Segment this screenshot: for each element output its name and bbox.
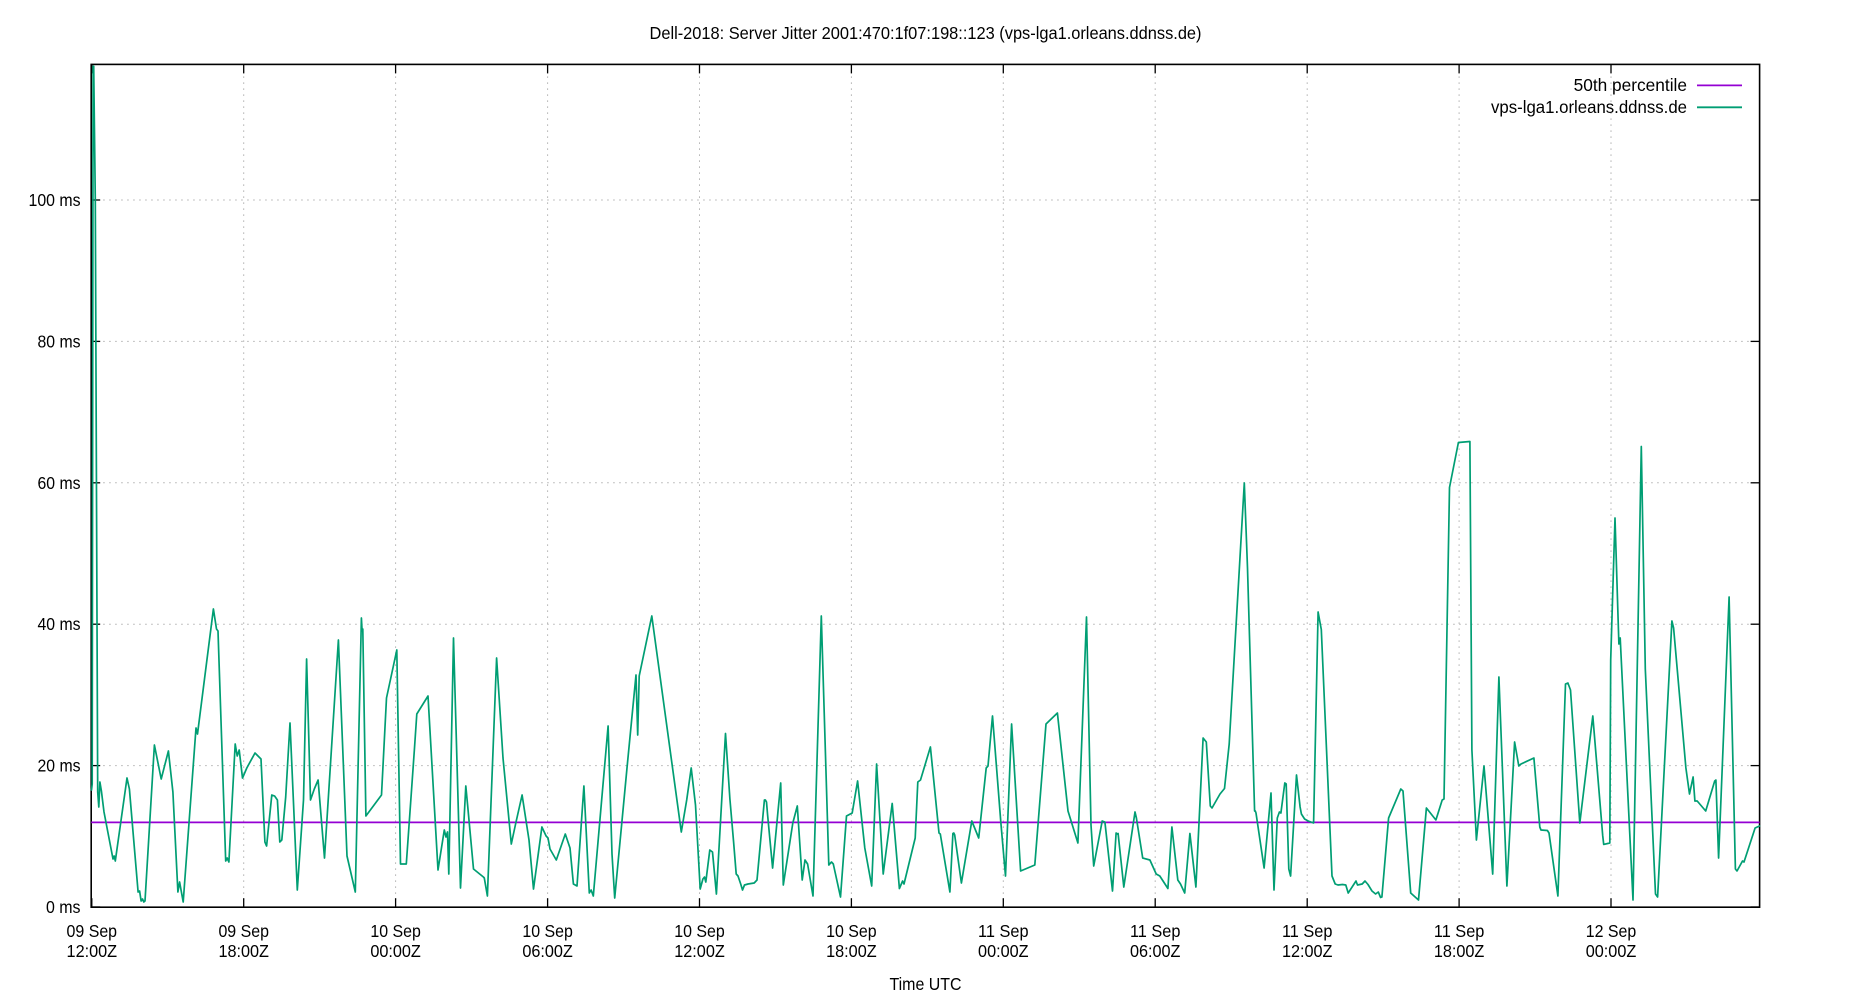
svg-text:18:00Z: 18:00Z xyxy=(826,941,877,961)
svg-text:10 Sep: 10 Sep xyxy=(826,921,877,941)
svg-text:18:00Z: 18:00Z xyxy=(218,941,269,961)
svg-text:10 Sep: 10 Sep xyxy=(522,921,573,941)
svg-text:10 Sep: 10 Sep xyxy=(370,921,421,941)
svg-text:Time UTC: Time UTC xyxy=(890,974,962,994)
svg-text:00:00Z: 00:00Z xyxy=(978,941,1029,961)
svg-text:60 ms: 60 ms xyxy=(38,473,81,493)
svg-text:100 ms: 100 ms xyxy=(29,190,81,210)
svg-text:12 Sep: 12 Sep xyxy=(1586,921,1637,941)
svg-text:0 ms: 0 ms xyxy=(46,897,81,917)
svg-text:11 Sep: 11 Sep xyxy=(978,921,1029,941)
svg-text:11 Sep: 11 Sep xyxy=(1434,921,1485,941)
svg-text:11 Sep: 11 Sep xyxy=(1282,921,1333,941)
svg-text:12:00Z: 12:00Z xyxy=(67,941,118,961)
svg-text:40 ms: 40 ms xyxy=(38,614,81,634)
svg-text:09 Sep: 09 Sep xyxy=(218,921,269,941)
svg-text:12:00Z: 12:00Z xyxy=(674,941,725,961)
svg-text:80 ms: 80 ms xyxy=(38,331,81,351)
svg-text:06:00Z: 06:00Z xyxy=(1130,941,1181,961)
svg-text:11 Sep: 11 Sep xyxy=(1130,921,1181,941)
svg-text:10 Sep: 10 Sep xyxy=(674,921,725,941)
svg-text:20 ms: 20 ms xyxy=(38,756,81,776)
svg-text:00:00Z: 00:00Z xyxy=(370,941,421,961)
svg-text:18:00Z: 18:00Z xyxy=(1434,941,1485,961)
svg-text:09 Sep: 09 Sep xyxy=(67,921,118,941)
svg-text:12:00Z: 12:00Z xyxy=(1282,941,1333,961)
svg-text:vps-lga1.orleans.ddnss.de: vps-lga1.orleans.ddnss.de xyxy=(1491,97,1687,117)
svg-text:06:00Z: 06:00Z xyxy=(522,941,573,961)
svg-text:00:00Z: 00:00Z xyxy=(1586,941,1637,961)
svg-text:50th percentile: 50th percentile xyxy=(1574,75,1687,95)
svg-text:Dell-2018: Server Jitter 2001:: Dell-2018: Server Jitter 2001:470:1f07:1… xyxy=(650,23,1202,43)
